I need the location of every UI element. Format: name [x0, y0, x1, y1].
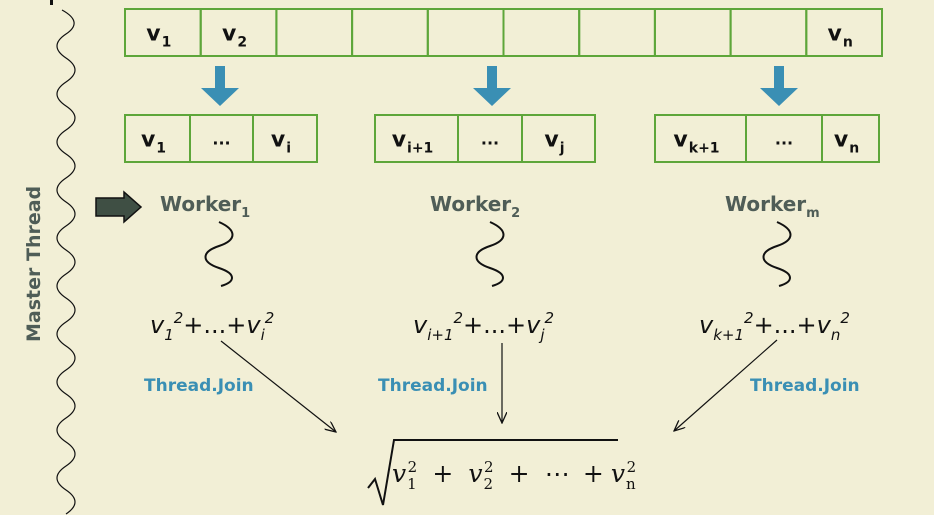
thread-join-label-1: Thread.Join: [144, 376, 254, 396]
split-arrow-3: [760, 66, 798, 106]
split-arrow-1: [201, 66, 239, 106]
chunk-2-cell-1-label: vi+1: [392, 128, 434, 157]
worker-squiggle-3: [762, 221, 792, 287]
thread-join-label-2: Thread.Join: [378, 376, 488, 396]
top-cell-10: [805, 8, 883, 57]
partial-sum-3: vk+12+...+vn2: [699, 309, 850, 344]
chunk-2-cell-3: [521, 114, 596, 163]
top-cell-1-label: v1: [146, 22, 171, 51]
top-cell-9: [729, 8, 808, 57]
chunk-2-cell-3-label: vj: [544, 128, 564, 157]
chunk-array-2: vi+1... vj: [374, 114, 596, 163]
chunk-arrays: v1... vi vi+1... vj vk+1... vn: [124, 114, 880, 163]
result-formula-terms: v12 + v22 + ⋯ + vn2: [392, 457, 636, 493]
top-cell-4: [351, 8, 429, 57]
master-thread-line: [56, 9, 76, 515]
worker-label-2: Worker2: [430, 192, 520, 221]
workers: Worker1 Worker2 Workerm: [160, 192, 820, 221]
sqrt-sign: [367, 439, 618, 506]
chunk-2-cell-2-dots: ...: [481, 130, 499, 149]
top-cell-10-label: vn: [827, 22, 852, 51]
thread-join-label-3: Thread.Join: [750, 376, 860, 396]
chunk-1-cell-1-label: v1: [141, 128, 166, 157]
top-cell-3: [275, 8, 354, 57]
master-thread-label: Master Thread: [23, 186, 45, 342]
result-formula: v12 + v22 + ⋯ + vn2: [367, 439, 636, 506]
top-vector-array: v1 v2 vn: [124, 8, 883, 57]
worker-squiggle-1: [204, 221, 234, 287]
top-cell-2-label: v2: [222, 22, 247, 51]
partial-sums: v12+...+vi2 vi+12+...+vj2 vk+12+...+vn2: [150, 309, 850, 344]
chunk-3-cell-2-dots: ...: [775, 130, 793, 149]
partial-sum-2: vi+12+...+vj2: [413, 309, 554, 344]
worker-squiggle-2: [475, 221, 505, 287]
worker-pointer-arrow: [95, 190, 143, 224]
chunk-array-3: vk+1... vn: [654, 114, 880, 163]
chunk-3-cell-3-label: vn: [834, 128, 859, 157]
chunk-3-cell-3: [821, 114, 880, 163]
top-cell-5: [426, 8, 505, 57]
join-arrow-1: [220, 340, 336, 432]
chunk-1-cell-3-label: vi: [271, 128, 291, 157]
join-arrow-3: [674, 339, 778, 431]
worker-label-3: Workerm: [725, 192, 820, 221]
chunk-1-cell-2-dots: ...: [212, 130, 230, 149]
chunk-1-cell-3: [252, 114, 318, 163]
worker-label-1: Worker1: [160, 192, 250, 221]
top-cell-6: [502, 8, 581, 57]
chunk-array-1: v1... vi: [124, 114, 318, 163]
split-arrows: [201, 66, 798, 106]
split-arrow-2: [473, 66, 511, 106]
top-cell-8: [653, 8, 732, 57]
top-fragment: [50, 0, 53, 5]
partial-sum-1: v12+...+vi2: [150, 309, 274, 344]
chunk-3-cell-1-label: vk+1: [673, 128, 719, 157]
top-cell-7: [578, 8, 656, 57]
worker-thread-squiggles: [204, 221, 792, 287]
